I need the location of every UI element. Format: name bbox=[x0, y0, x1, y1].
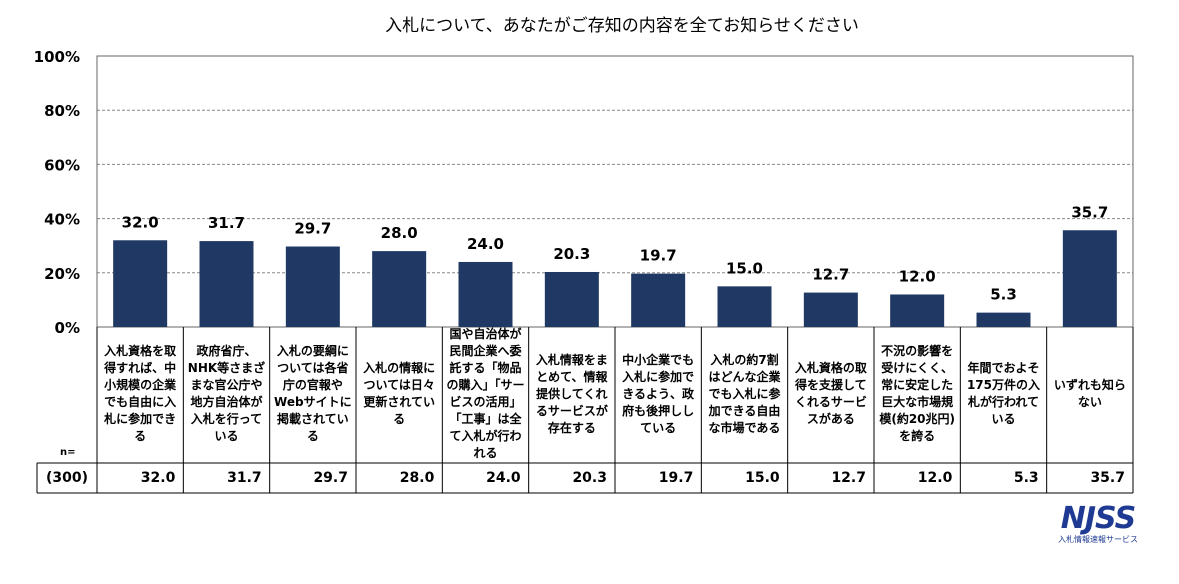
bar-value-label: 28.0 bbox=[381, 224, 418, 242]
y-tick-label: 40% bbox=[44, 211, 80, 229]
bar-value-label: 15.0 bbox=[726, 259, 763, 277]
bar bbox=[717, 286, 772, 327]
bar bbox=[631, 273, 686, 327]
logo-mark: NJSS bbox=[1060, 501, 1136, 536]
bar-value-label: 24.0 bbox=[467, 235, 504, 253]
category-label: 入札情報をまとめて、情報提供してくれるサービスが存在する bbox=[535, 352, 608, 435]
table-value-cell: 12.7 bbox=[831, 470, 866, 486]
table-value-cell: 20.3 bbox=[572, 470, 607, 486]
bar bbox=[544, 271, 599, 327]
category-label: いずれも知らない bbox=[1053, 378, 1126, 409]
category-label: 入札資格を取得すれば、中小規模の企業でも自由に入札に参加できる bbox=[104, 344, 177, 443]
category-label: 国や自治体が民間企業へ委託する「物品の購入」「サービスの活用」「工事」は全て入札… bbox=[446, 327, 525, 460]
category-label: 不況の影響を受けにくく、常に安定した巨大な市場規模(約20兆円)を誇る bbox=[879, 344, 955, 443]
bar-value-label: 19.7 bbox=[640, 247, 677, 265]
table-value-cell: 19.7 bbox=[658, 470, 694, 486]
n-header: n= bbox=[60, 447, 76, 458]
logo-subtitle: 入札情報速報サービス bbox=[1058, 535, 1138, 544]
bar bbox=[199, 241, 254, 327]
table-value-cell: 24.0 bbox=[486, 470, 521, 486]
table-value-cell: 15.0 bbox=[745, 470, 780, 486]
table-grid bbox=[36, 327, 1134, 494]
bar-value-label: 20.3 bbox=[553, 245, 590, 263]
category-label: 年間でおよそ175万件の入札が行われている bbox=[966, 361, 1041, 426]
bar bbox=[803, 292, 858, 327]
bar-value-label: 12.7 bbox=[812, 266, 849, 284]
table-value-cell: 12.0 bbox=[917, 470, 953, 486]
chart-title: 入札について、あなたがご存知の内容を全てお知らせください bbox=[385, 16, 859, 36]
bar-value-label: 12.0 bbox=[899, 267, 936, 285]
y-tick-label: 0% bbox=[55, 319, 80, 337]
bar-value-label: 35.7 bbox=[1071, 203, 1108, 221]
bar-value-labels: 32.0 31.7 29.7 28.0 24.0 20.3 19.7 15.0 12.7 12.0… bbox=[122, 203, 1109, 303]
category-label: 政府省庁、NHK等さまざまな官公庁や地方自治体が入札を行っている bbox=[187, 344, 266, 443]
bar-value-label: 31.7 bbox=[208, 214, 245, 232]
category-label: 入札の約7割はどんな企業でも入札に参加できる自由な市場である bbox=[708, 352, 781, 435]
table-value-cell: 32.0 bbox=[140, 470, 176, 486]
y-tick-label: 60% bbox=[44, 156, 80, 174]
bars bbox=[113, 230, 1117, 327]
y-axis-ticks: 0% 20% 40% 60% 80% 100% bbox=[34, 48, 80, 337]
bar bbox=[1062, 230, 1117, 327]
bar bbox=[285, 246, 340, 327]
category-label: 入札の情報については日々更新されている bbox=[363, 361, 436, 426]
bar-value-label: 5.3 bbox=[990, 286, 1017, 304]
table-value-cell: 35.7 bbox=[1090, 470, 1125, 486]
bar bbox=[458, 261, 513, 327]
bar-value-label: 32.0 bbox=[122, 213, 159, 231]
y-tick-label: 20% bbox=[44, 265, 80, 283]
njss-logo: NJSS 入札情報速報サービス bbox=[1052, 503, 1144, 545]
category-label: 中小企業でも入札に参加できるよう、政府も後押ししている bbox=[622, 352, 695, 435]
n-value: (300) bbox=[45, 470, 89, 486]
table-value-cell: 31.7 bbox=[227, 470, 262, 486]
category-label: 入札の要綱については各省庁の官報やWebサイトに掲載されている bbox=[274, 344, 352, 443]
table-value-cell: 5.3 bbox=[1013, 470, 1039, 486]
bar bbox=[372, 251, 427, 327]
table-value-cell: 28.0 bbox=[399, 470, 435, 486]
bar bbox=[890, 294, 945, 327]
y-tick-label: 100% bbox=[34, 48, 80, 66]
bar bbox=[113, 240, 168, 327]
table-value-cell: 29.7 bbox=[313, 470, 348, 486]
y-tick-label: 80% bbox=[44, 102, 80, 120]
bar-value-label: 29.7 bbox=[294, 220, 331, 238]
category-label: 入札資格の取得を支援してくれるサービスがある bbox=[794, 361, 867, 426]
bar bbox=[976, 312, 1031, 327]
